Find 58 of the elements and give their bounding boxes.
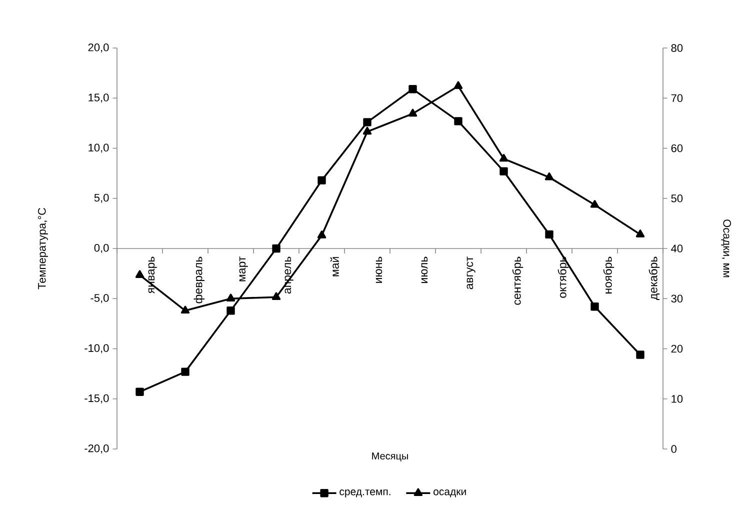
y-tick-label: -5,0 — [90, 294, 109, 304]
y2-tick-label: 20 — [671, 344, 683, 353]
x-tick-label: май — [330, 257, 339, 276]
point — [317, 230, 326, 238]
y2-tick-label: 80 — [671, 44, 683, 52]
x-tick-label: февраль — [194, 256, 205, 304]
y-axis-title: Температура,°C — [38, 208, 48, 290]
point — [544, 172, 554, 180]
point — [226, 306, 235, 315]
point — [181, 368, 190, 376]
point — [272, 244, 280, 253]
point — [590, 200, 600, 208]
y2-tick-label: 60 — [671, 144, 683, 152]
point — [272, 292, 281, 300]
point — [454, 117, 462, 126]
y-tick-label: 10,0 — [88, 144, 109, 153]
y-tick-label: -20,0 — [84, 444, 109, 454]
x-tick-label: декабрь — [648, 256, 660, 300]
legend-label: сред.темп. — [340, 490, 390, 498]
legend-label: осадки — [434, 490, 466, 498]
point — [408, 85, 417, 94]
point — [590, 302, 599, 311]
point — [318, 176, 326, 184]
point — [500, 167, 508, 176]
point — [362, 126, 372, 135]
y-tick-label: 5,0 — [94, 194, 109, 203]
y-tick-label: -15,0 — [84, 394, 109, 404]
point — [408, 108, 418, 117]
y2-tick-label: 0 — [671, 445, 676, 453]
x-tick-label: март — [239, 256, 248, 282]
point — [363, 118, 372, 126]
y2-axis-title: Осадки, мм — [721, 220, 731, 278]
point — [135, 270, 144, 278]
y2-tick-label: 50 — [671, 194, 683, 202]
point — [636, 350, 644, 359]
y-tick-label: -10,0 — [84, 344, 109, 354]
y2-tick-label: 30 — [671, 294, 683, 303]
point — [545, 230, 554, 239]
x-tick-label: ноябрь — [603, 256, 614, 294]
y2-tick-label: 10 — [672, 394, 683, 403]
point — [180, 306, 190, 314]
x-axis-title: Месяцы — [372, 452, 408, 462]
x-tick-label: октябрь — [558, 256, 569, 298]
y-tick-label: 0,0 — [94, 244, 109, 254]
y2-tick-label: 70 — [671, 94, 683, 102]
y-tick-label: 20,0 — [88, 43, 109, 53]
y-tick-label: 15,0 — [88, 94, 109, 103]
x-tick-label: июль — [421, 256, 428, 283]
x-tick-label: сентябрь — [512, 256, 524, 305]
point — [499, 154, 508, 162]
x-tick-label: июнь — [376, 256, 382, 283]
x-tick-label: январь — [148, 256, 157, 294]
point — [226, 294, 236, 302]
y2-tick-label: 40 — [671, 244, 683, 252]
point — [136, 388, 144, 396]
point — [636, 230, 645, 238]
x-tick-label: август — [466, 256, 476, 290]
point — [454, 81, 463, 89]
